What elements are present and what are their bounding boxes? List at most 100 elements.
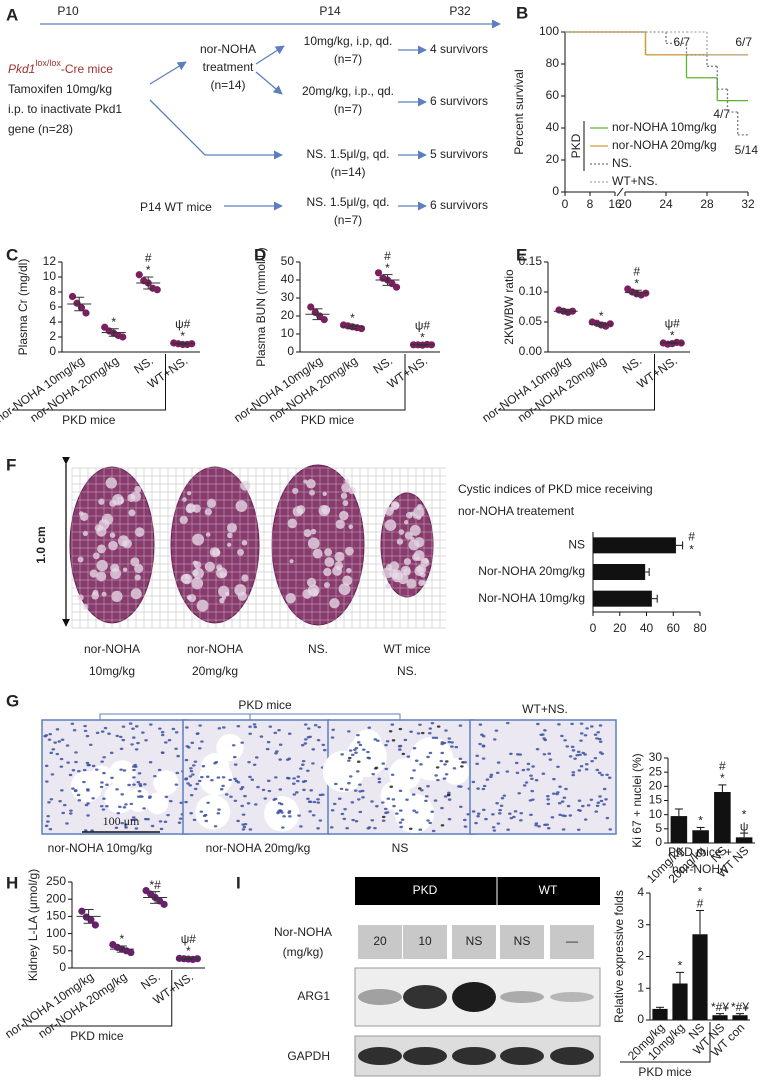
micrographs: PKD mice WT+NS. nor-NOHA 10mg/kg nor-NOH… <box>41 698 617 855</box>
nucleus <box>299 825 303 828</box>
nucleus <box>381 815 386 819</box>
nucleus <box>484 817 488 821</box>
significance-mark: * <box>146 263 151 277</box>
nucleus <box>71 769 76 772</box>
y-tick-label: 50 <box>53 943 67 957</box>
nucleus <box>301 780 306 783</box>
nucleus <box>213 825 218 828</box>
nucleus <box>586 804 591 807</box>
nucleus <box>287 757 292 760</box>
nucleus <box>462 818 467 822</box>
cyst <box>413 550 425 561</box>
nucleus <box>122 769 127 772</box>
nucleus <box>189 812 193 815</box>
nucleus <box>130 743 134 746</box>
timepoint: P32 <box>449 4 471 18</box>
nucleus <box>77 799 82 802</box>
nucleus <box>583 818 588 821</box>
x-tick-label: 16 <box>608 197 622 211</box>
nucleus <box>436 725 441 728</box>
y-tick-label: 15 <box>649 793 663 807</box>
nucleus <box>367 757 372 760</box>
nucleus <box>224 793 229 796</box>
nucleus <box>347 759 351 762</box>
cyst <box>332 565 343 576</box>
nucleus <box>203 813 208 817</box>
nucleus <box>418 723 422 726</box>
nucleus <box>371 772 376 776</box>
nucleus <box>62 803 67 807</box>
y-axis-title: Relative expressive folds <box>612 890 626 1023</box>
nucleus <box>426 819 430 822</box>
nucleus <box>360 789 365 793</box>
nucleus <box>377 780 382 784</box>
significance-mark: * <box>350 311 355 325</box>
nucleus <box>412 747 417 750</box>
nucleus <box>287 732 292 735</box>
nucleus <box>550 816 555 819</box>
nucleus <box>443 795 448 798</box>
nucleus <box>353 789 358 792</box>
nucleus <box>440 741 445 744</box>
nucleus <box>563 739 567 742</box>
nucleus <box>562 796 567 799</box>
nucleus <box>77 770 81 773</box>
group-label: PKD mice <box>550 413 604 427</box>
cyst <box>77 556 84 563</box>
band <box>358 1047 402 1065</box>
y-tick-label: 20 <box>281 308 295 322</box>
cyst <box>193 561 202 569</box>
nucleus <box>546 802 551 806</box>
nucleus <box>340 812 345 816</box>
nucleus <box>66 761 70 764</box>
nucleus <box>160 733 165 737</box>
cyst <box>329 598 340 609</box>
nucleus <box>605 773 609 776</box>
nucleus <box>597 737 602 741</box>
nucleus <box>280 826 285 829</box>
x-tick-label: 80 <box>693 621 707 635</box>
nucleus <box>74 760 78 764</box>
nucleus <box>392 804 396 808</box>
nucleus <box>340 753 344 756</box>
significance-mark: # <box>384 249 391 263</box>
y-tick-label: 6 <box>49 299 56 313</box>
nucleus <box>136 780 141 784</box>
group-label: PKD mice <box>638 1065 692 1079</box>
nucleus <box>578 753 582 757</box>
cyst <box>389 561 400 572</box>
nucleus <box>119 747 124 751</box>
nucleus <box>596 801 601 804</box>
nucleus <box>595 737 599 740</box>
significance-mark: # <box>633 264 640 278</box>
nucleus <box>583 753 587 756</box>
nucleus <box>51 748 56 751</box>
group-bracket <box>498 354 655 411</box>
cyst <box>241 574 249 582</box>
nucleus <box>590 759 594 763</box>
cyst <box>196 599 209 612</box>
nucleus <box>463 825 468 828</box>
nucleus <box>489 773 494 777</box>
cyst <box>240 480 251 491</box>
cyst <box>344 478 350 484</box>
nucleus <box>602 787 607 791</box>
treatment: nor-NOHA <box>200 42 256 56</box>
nucleus <box>447 791 451 795</box>
nucleus <box>102 756 106 759</box>
data-point <box>642 289 650 297</box>
nucleus <box>248 775 252 779</box>
nucleus <box>177 821 182 824</box>
significance-mark: ψ <box>740 819 749 833</box>
cyst <box>406 578 417 589</box>
nucleus <box>390 773 395 776</box>
nucleus <box>518 753 523 756</box>
significance-mark: # <box>145 251 152 265</box>
x-tick-label: 60 <box>667 621 681 635</box>
nucleus <box>250 778 255 781</box>
lane-header <box>550 925 594 959</box>
nucleus <box>216 812 221 815</box>
cyst <box>309 588 319 597</box>
y-axis-title: Percent survival <box>512 69 526 154</box>
nucleus <box>252 763 257 767</box>
